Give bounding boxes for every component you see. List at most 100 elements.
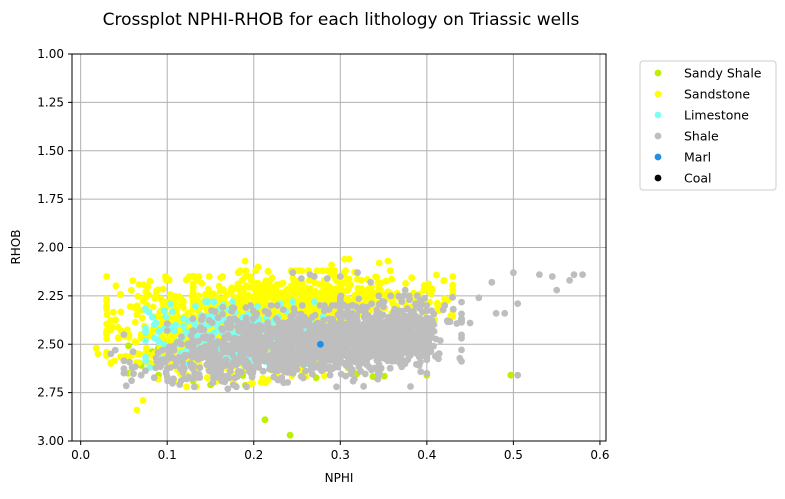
point-shale (189, 365, 197, 373)
x-tick-label: 0.2 (244, 448, 263, 462)
point-sandstone (365, 293, 373, 301)
point-limestone (204, 298, 212, 306)
point-sandstone (103, 295, 110, 303)
y-tick-label: 3.00 (37, 434, 64, 448)
point-sandstone (115, 335, 122, 342)
point-shale (224, 334, 231, 342)
point-sandstone (142, 294, 150, 302)
point-shale (399, 342, 406, 350)
point-shale (348, 315, 356, 323)
point-shale (423, 369, 431, 377)
point-shale (422, 340, 429, 348)
point-sandstone (146, 277, 154, 285)
point-shale (336, 355, 344, 363)
point-shale (163, 327, 171, 334)
point-shale (211, 308, 219, 315)
point-shale (197, 324, 204, 332)
point-shale (229, 381, 237, 389)
point-sandstone (140, 281, 148, 289)
point-shale (345, 324, 353, 331)
point-shale (162, 358, 169, 366)
point-shale (492, 309, 500, 317)
point-shale (372, 327, 379, 335)
point-shale (158, 346, 166, 354)
point-shale (430, 321, 438, 328)
point-shale (406, 296, 413, 304)
point-shale (404, 350, 412, 358)
legend-label: Shale (684, 129, 719, 144)
point-shale (458, 346, 465, 354)
point-shale (239, 338, 247, 346)
chart-title: Crossplot NPHI-RHOB for each lithology o… (103, 10, 580, 30)
point-sandstone (363, 288, 371, 296)
point-shale (162, 368, 170, 376)
legend-marker (654, 90, 662, 98)
point-limestone (310, 298, 318, 306)
point-sandstone (180, 297, 187, 305)
point-shale (310, 273, 318, 280)
point-shale (383, 353, 391, 361)
point-shale (365, 326, 373, 334)
point-shale (361, 370, 369, 378)
point-shale (282, 368, 290, 376)
point-sandstone (215, 282, 223, 290)
y-tick-label: 2.25 (37, 289, 64, 303)
point-shale (189, 340, 197, 348)
point-sandstone (420, 286, 428, 294)
point-sandstone (345, 275, 353, 283)
point-sandstone (375, 259, 383, 267)
point-sandstone (183, 383, 190, 391)
point-sandstone (133, 311, 141, 319)
point-shale (284, 379, 292, 386)
point-shale (128, 377, 136, 385)
point-shale (458, 298, 465, 306)
point-shale (307, 361, 314, 369)
point-shale (107, 350, 115, 358)
point-shale (195, 337, 202, 345)
point-shale (415, 361, 423, 369)
x-axis-title: NPHI (325, 471, 354, 485)
point-shale (307, 352, 314, 360)
point-shale (313, 320, 321, 327)
point-shale (397, 331, 405, 339)
point-shale (293, 331, 301, 338)
point-shale (251, 354, 259, 362)
point-limestone (160, 307, 168, 315)
point-sandstone (449, 281, 457, 289)
point-shale (336, 326, 344, 333)
legend-label: Marl (684, 150, 711, 165)
point-shale (217, 366, 225, 374)
point-sandy-shale (125, 342, 132, 350)
point-shale (548, 273, 556, 280)
point-sandstone (219, 273, 226, 280)
point-shale (289, 269, 297, 277)
point-shale (165, 351, 173, 358)
point-shale (386, 364, 394, 372)
y-tick-label: 2.50 (37, 337, 64, 351)
point-shale (269, 333, 276, 340)
point-shale (198, 346, 206, 354)
point-shale (264, 319, 272, 326)
point-shale (126, 358, 133, 366)
point-sandstone (402, 280, 409, 287)
point-shale (208, 319, 216, 327)
point-sandstone (130, 304, 138, 311)
point-limestone (142, 337, 150, 345)
point-shale (413, 334, 421, 342)
point-shale (337, 370, 345, 378)
legend-marker (654, 111, 662, 119)
point-shale (167, 364, 175, 371)
point-shale (402, 327, 410, 335)
point-shale (412, 350, 420, 357)
point-sandstone (234, 280, 242, 288)
point-shale (413, 292, 421, 300)
y-axis-ticks: 1.00 1.25 1.50 1.75 2.00 2.25 2.50 2.75 3.00 (37, 47, 72, 448)
y-axis-title: RHOB (9, 229, 23, 264)
point-shale (211, 347, 219, 355)
point-sandstone (127, 286, 135, 294)
point-shale (294, 319, 302, 327)
point-shale (359, 340, 366, 347)
point-shale (249, 367, 257, 375)
point-sandstone (182, 276, 190, 284)
point-shale (196, 374, 204, 381)
